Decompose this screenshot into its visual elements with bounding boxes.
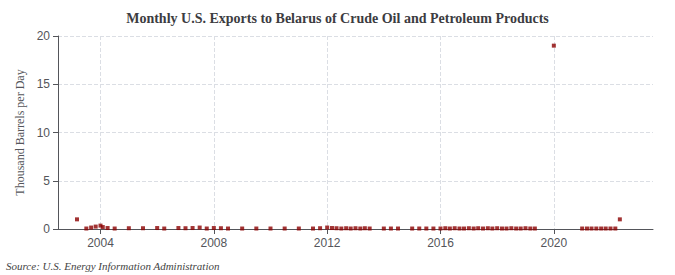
svg-text:10: 10 (37, 126, 51, 140)
svg-text:0: 0 (43, 222, 50, 236)
svg-text:Thousand Barrels per Day: Thousand Barrels per Day (13, 69, 27, 195)
svg-text:15: 15 (37, 77, 51, 91)
svg-text:2004: 2004 (87, 236, 114, 250)
svg-text:20: 20 (37, 29, 51, 43)
svg-text:5: 5 (43, 174, 50, 188)
svg-text:2020: 2020 (540, 236, 567, 250)
svg-text:2016: 2016 (427, 236, 454, 250)
svg-text:Source: U.S. Energy Informatio: Source: U.S. Energy Information Administ… (6, 260, 220, 272)
svg-text:2012: 2012 (314, 236, 341, 250)
svg-text:Monthly U.S. Exports to Belaru: Monthly U.S. Exports to Belarus of Crude… (126, 11, 549, 26)
svg-text:2008: 2008 (200, 236, 227, 250)
